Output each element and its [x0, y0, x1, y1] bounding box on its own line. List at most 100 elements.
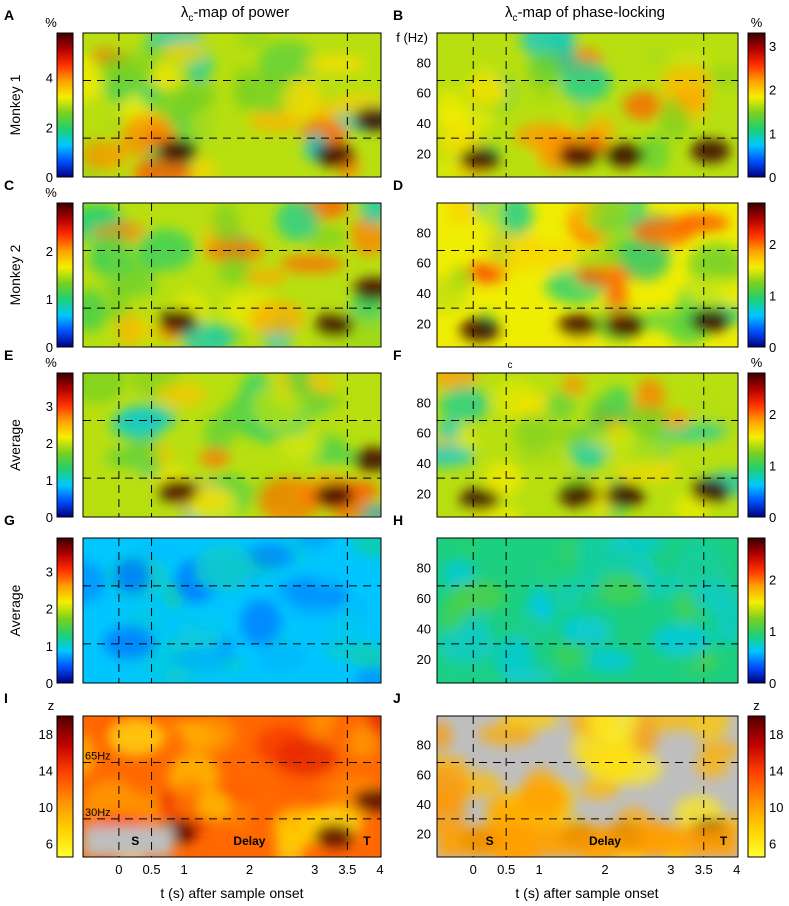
- heat-blob: [287, 603, 346, 621]
- freq-tick-label: 60: [417, 591, 431, 606]
- heat-blob: [509, 611, 549, 644]
- heat-blob: [135, 228, 195, 271]
- heat-blob: [605, 283, 628, 313]
- heat-hotspot: [558, 483, 599, 508]
- panel-frame: [82, 715, 382, 858]
- panel-A: A Monkey 1% 0 2 4: [4, 7, 382, 185]
- heat-blob: [236, 33, 272, 48]
- colorbar-tick-label: 2: [46, 244, 53, 259]
- heat-blob: [150, 63, 179, 91]
- colorbar-tick-label: 10: [39, 800, 53, 815]
- colorbar-tick-label: 1: [46, 292, 53, 307]
- colorbar-tick-label: 18: [39, 727, 53, 742]
- heat-blob: [240, 599, 282, 646]
- colorbar-tick-label: 0: [769, 676, 776, 691]
- heat-hotspot: [314, 313, 355, 338]
- heat-blob: [276, 203, 319, 242]
- heat-blob: [649, 716, 698, 732]
- heat-blob: [116, 404, 177, 432]
- row-label: Average: [7, 584, 23, 636]
- heatmap-blobs: [83, 203, 381, 347]
- colorbar-tick-label: 14: [769, 764, 783, 779]
- panel-D: D 0 1 2 20 40 60 80: [393, 177, 776, 355]
- colorbar-tick-label: 0: [46, 170, 53, 185]
- heat-blob: [251, 384, 303, 431]
- heat-hotspot: [314, 143, 355, 168]
- panel-letter: C: [4, 177, 14, 193]
- heat-blob: [83, 55, 103, 102]
- heat-blob: [190, 105, 243, 149]
- heat-blob: [553, 643, 584, 670]
- heat-blob: [684, 391, 715, 414]
- heat-blob: [453, 538, 481, 557]
- colorbar: [747, 372, 766, 518]
- heat-blob: [606, 538, 667, 552]
- heat-blob: [607, 437, 666, 469]
- panel-letter: I: [4, 690, 8, 706]
- heat-blob: [576, 538, 608, 580]
- heat-blob: [289, 391, 345, 411]
- colorbar-tick-label: 3: [46, 399, 53, 414]
- panel-letter: G: [4, 512, 15, 528]
- heat-blob: [575, 615, 614, 649]
- heat-blob: [83, 734, 95, 777]
- panel-frame: [436, 32, 739, 178]
- heat-blob: [575, 249, 624, 269]
- freq-tick-label: 40: [417, 456, 431, 471]
- heat-blob: [107, 718, 164, 757]
- heat-blob: [83, 560, 106, 604]
- column-titles: λc-map of power λc-map of phase-locking …: [160, 4, 665, 901]
- colorbar-tick-label: 18: [769, 727, 783, 742]
- epoch-label: S: [131, 834, 139, 848]
- time-tick-label: 1: [181, 862, 188, 877]
- heat-blob: [309, 716, 336, 733]
- panel-frame: [436, 715, 739, 858]
- colorbar-unit: %: [45, 15, 57, 30]
- panel-letter: B: [393, 7, 403, 23]
- freq-tick-label: 40: [417, 622, 431, 637]
- heat-hotspot: [604, 143, 645, 168]
- heat-blob: [103, 276, 160, 297]
- heat-band: [437, 825, 738, 857]
- heat-blob: [487, 227, 542, 273]
- heat-blob: [172, 648, 234, 671]
- heat-blob: [103, 625, 155, 660]
- heat-hotspot: [314, 823, 355, 848]
- time-tick-label: 2: [601, 862, 608, 877]
- heat-blob: [675, 88, 709, 112]
- freq-tick-label: 40: [417, 116, 431, 131]
- heat-blob: [527, 49, 562, 88]
- panel-letter: A: [4, 7, 14, 23]
- heat-blob: [449, 580, 505, 613]
- panel-frame: [436, 372, 739, 518]
- colorbar-tick-label: 4: [46, 71, 53, 86]
- freq-tick-label: 20: [417, 827, 431, 842]
- heat-blob: [695, 752, 729, 779]
- heat-blob: [83, 538, 131, 561]
- heat-hotspot: [459, 487, 500, 512]
- time-tick-label: 4: [733, 862, 740, 877]
- time-tick-label: 3: [667, 862, 674, 877]
- time-tick-label: 2: [246, 862, 253, 877]
- colorbar: [56, 715, 74, 858]
- panel-letter: J: [393, 690, 401, 706]
- heat-blob: [347, 725, 377, 759]
- heat-blob: [437, 120, 466, 159]
- colorbar-unit: %: [751, 355, 763, 370]
- heat-blob: [249, 300, 305, 336]
- heat-hotspot: [353, 447, 381, 472]
- heat-blob: [517, 780, 567, 816]
- heat-blob: [189, 716, 236, 754]
- heat-blob: [352, 538, 381, 558]
- colorbar-tick-label: 0: [769, 170, 776, 185]
- heat-hotspot: [157, 139, 198, 164]
- colorbar: [747, 715, 766, 858]
- heat-blob: [437, 721, 452, 750]
- heat-blob: [437, 769, 471, 810]
- colorbar-tick-label: 0: [769, 340, 776, 355]
- freq-tick-label: 20: [417, 652, 431, 667]
- colorbar-tick-label: 2: [769, 572, 776, 587]
- colorbar-tick-label: 0: [769, 510, 776, 525]
